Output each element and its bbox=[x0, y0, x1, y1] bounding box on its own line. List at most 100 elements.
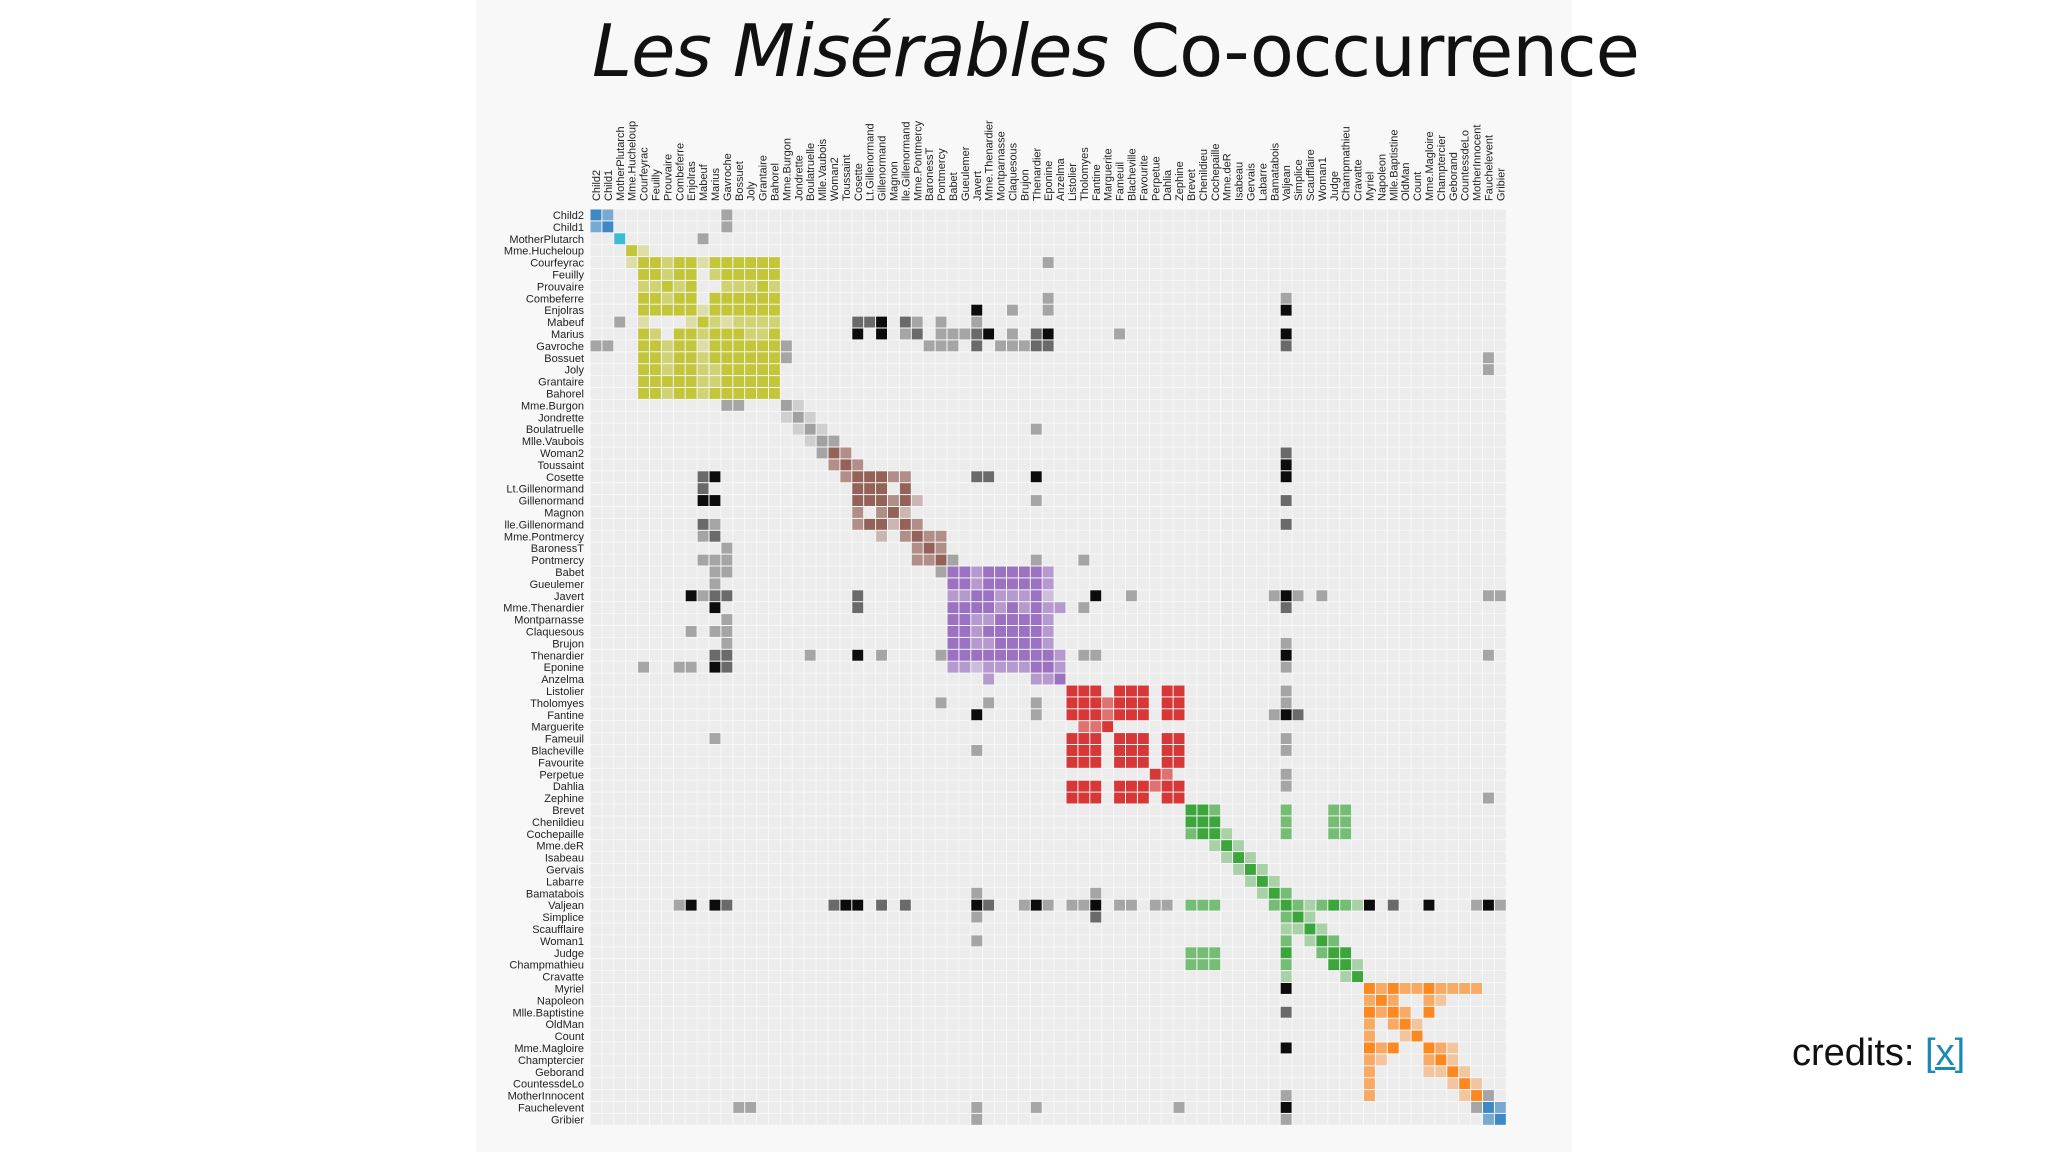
empty-cell bbox=[1185, 614, 1197, 625]
empty-cell bbox=[685, 864, 697, 875]
empty-cell bbox=[590, 673, 602, 685]
empty-cell bbox=[1399, 673, 1411, 685]
empty-cell bbox=[804, 971, 816, 982]
empty-cell bbox=[864, 364, 876, 376]
empty-cell bbox=[733, 899, 745, 911]
empty-cell bbox=[1245, 530, 1256, 542]
empty-cell bbox=[1209, 971, 1221, 982]
empty-cell bbox=[792, 495, 804, 506]
empty-cell bbox=[1054, 304, 1066, 316]
empty-cell bbox=[602, 804, 614, 816]
empty-cell bbox=[1161, 614, 1173, 625]
empty-cell bbox=[650, 816, 661, 828]
empty-cell bbox=[709, 209, 721, 221]
empty-cell bbox=[614, 376, 626, 387]
empty-cell bbox=[709, 518, 721, 530]
empty-cell bbox=[1471, 887, 1482, 899]
empty-cell bbox=[864, 542, 876, 554]
empty-cell bbox=[1066, 328, 1078, 340]
empty-cell bbox=[1387, 935, 1399, 947]
empty-cell bbox=[1364, 578, 1375, 590]
empty-cell bbox=[661, 887, 673, 899]
empty-cell bbox=[745, 590, 757, 602]
empty-cell bbox=[840, 864, 852, 875]
empty-cell bbox=[1221, 614, 1233, 625]
empty-cell bbox=[721, 518, 733, 530]
empty-cell bbox=[626, 566, 638, 578]
empty-cell bbox=[1233, 840, 1244, 852]
empty-cell bbox=[1399, 316, 1411, 328]
empty-cell bbox=[983, 816, 995, 828]
empty-cell bbox=[1471, 733, 1482, 744]
empty-cell bbox=[888, 411, 899, 423]
empty-cell bbox=[1066, 233, 1078, 245]
empty-cell bbox=[697, 257, 709, 268]
empty-cell bbox=[1054, 887, 1066, 899]
empty-cell bbox=[876, 626, 887, 637]
empty-cell bbox=[816, 280, 828, 292]
empty-cell bbox=[1054, 233, 1066, 245]
empty-cell bbox=[876, 376, 887, 387]
empty-cell bbox=[1126, 542, 1137, 554]
empty-cell bbox=[602, 733, 614, 744]
empty-cell bbox=[1126, 471, 1137, 483]
empty-cell bbox=[1018, 935, 1030, 947]
empty-cell bbox=[1304, 245, 1316, 257]
empty-cell bbox=[876, 257, 887, 268]
empty-cell bbox=[1149, 376, 1161, 387]
empty-cell bbox=[852, 411, 864, 423]
empty-cell bbox=[1256, 959, 1268, 971]
empty-cell bbox=[1328, 852, 1340, 863]
empty-cell bbox=[780, 435, 792, 447]
empty-cell bbox=[804, 578, 816, 590]
empty-cell bbox=[661, 471, 673, 483]
empty-cell bbox=[816, 804, 828, 816]
empty-cell bbox=[1364, 471, 1375, 483]
empty-cell bbox=[1042, 483, 1054, 495]
empty-cell bbox=[1030, 959, 1042, 971]
empty-cell bbox=[638, 233, 649, 245]
empty-cell bbox=[1126, 459, 1137, 471]
empty-cell bbox=[911, 685, 923, 697]
empty-cell bbox=[638, 685, 649, 697]
empty-cell bbox=[1090, 471, 1102, 483]
empty-cell bbox=[1471, 709, 1482, 721]
empty-cell bbox=[1292, 804, 1304, 816]
empty-cell bbox=[638, 804, 649, 816]
empty-cell bbox=[1352, 637, 1363, 649]
empty-cell bbox=[1471, 649, 1482, 661]
empty-cell bbox=[1221, 745, 1233, 756]
empty-cell bbox=[1494, 245, 1506, 257]
empty-cell bbox=[661, 792, 673, 804]
empty-cell bbox=[1292, 530, 1304, 542]
empty-cell bbox=[816, 637, 828, 649]
empty-cell bbox=[1090, 661, 1102, 673]
empty-cell bbox=[733, 578, 745, 590]
empty-cell bbox=[602, 269, 614, 280]
empty-cell bbox=[1066, 245, 1078, 257]
empty-cell bbox=[1411, 626, 1423, 637]
empty-cell bbox=[1173, 340, 1185, 352]
empty-cell bbox=[1471, 626, 1482, 637]
empty-cell bbox=[1399, 245, 1411, 257]
empty-cell bbox=[1435, 947, 1447, 959]
empty-cell bbox=[792, 899, 804, 911]
empty-cell bbox=[1399, 269, 1411, 280]
empty-cell bbox=[697, 816, 709, 828]
empty-cell bbox=[1316, 804, 1328, 816]
empty-cell bbox=[1007, 340, 1018, 352]
empty-cell bbox=[733, 614, 745, 625]
empty-cell bbox=[864, 280, 876, 292]
empty-cell bbox=[650, 245, 661, 257]
empty-cell bbox=[1018, 459, 1030, 471]
empty-cell bbox=[1387, 388, 1399, 399]
empty-cell bbox=[792, 364, 804, 376]
empty-cell bbox=[626, 388, 638, 399]
empty-cell bbox=[1233, 733, 1244, 744]
empty-cell bbox=[792, 257, 804, 268]
empty-cell bbox=[1304, 554, 1316, 566]
empty-cell bbox=[995, 280, 1006, 292]
empty-cell bbox=[1173, 673, 1185, 685]
empty-cell bbox=[602, 280, 614, 292]
empty-cell bbox=[1161, 566, 1173, 578]
